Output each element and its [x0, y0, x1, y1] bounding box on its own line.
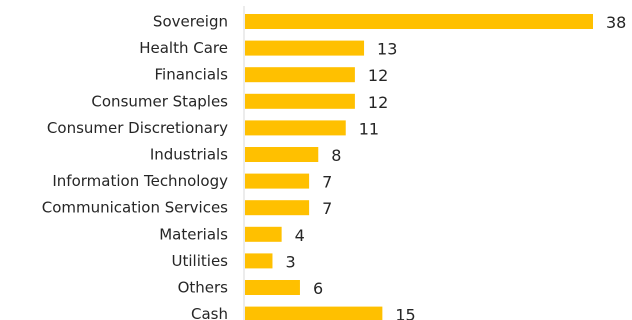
bar	[245, 253, 273, 269]
bar	[245, 173, 310, 189]
value-label: 12	[368, 66, 388, 85]
value-label: 4	[295, 226, 305, 245]
bar	[245, 306, 383, 320]
category-label: Materials	[159, 225, 228, 243]
bar	[245, 120, 346, 136]
bar	[245, 280, 300, 295]
bar	[245, 147, 319, 162]
category-label: Information Technology	[52, 172, 228, 190]
bars-group	[245, 14, 593, 320]
category-label: Financials	[155, 66, 229, 84]
bar	[245, 226, 282, 242]
bar	[245, 67, 355, 83]
category-label: Utilities	[172, 252, 229, 270]
bar	[245, 200, 310, 216]
value-label: 8	[331, 146, 341, 165]
category-label: Others	[178, 279, 229, 297]
bar	[245, 93, 355, 109]
value-label: 15	[395, 306, 415, 320]
value-label: 6	[313, 279, 323, 298]
value-label: 38	[606, 13, 626, 32]
value-label: 7	[322, 173, 332, 192]
category-label: Cash	[191, 305, 228, 320]
category-label: Consumer Staples	[91, 92, 228, 110]
category-labels-group: Sovereign Health Care Financials Consumer S…	[42, 13, 228, 320]
category-label: Health Care	[139, 39, 228, 57]
value-label: 11	[359, 119, 379, 138]
value-label: 12	[368, 93, 388, 112]
category-label: Sovereign	[153, 13, 228, 31]
value-label: 3	[285, 252, 295, 271]
category-label: Industrials	[150, 146, 228, 164]
value-label: 7	[322, 199, 332, 218]
category-label: Communication Services	[42, 199, 228, 217]
category-label: Consumer Discretionary	[47, 119, 228, 137]
bar	[245, 40, 365, 56]
value-label: 13	[377, 40, 397, 59]
bar	[245, 14, 593, 29]
